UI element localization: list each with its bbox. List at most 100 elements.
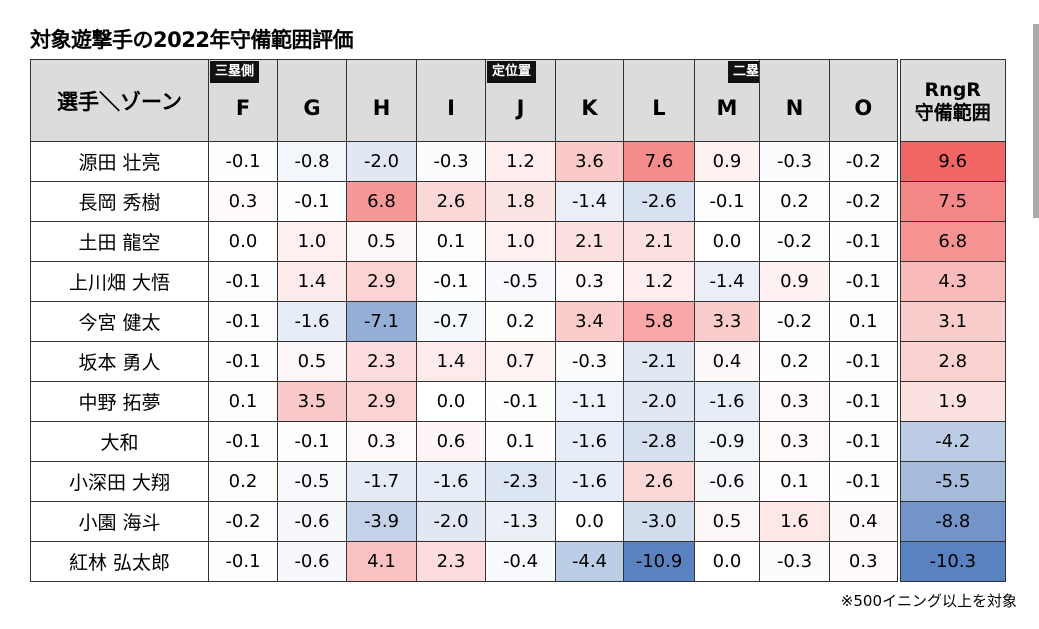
zone-cell-j: 0.7 (485, 341, 556, 382)
zone-cell-k: -1.1 (555, 381, 624, 422)
zone-cell-h: 2.9 (346, 381, 417, 422)
zone-cell-j: -0.4 (485, 541, 556, 582)
table-row: 小園 海斗 -0.2 -0.6 -3.9 -2.0 -1.3 0.0 -3.0 0.5 1.6 0.… (30, 501, 1006, 542)
rngr-cell: -10.3 (896, 541, 1006, 582)
zone-cell-i: 2.6 (416, 181, 486, 222)
zone-cell-m: 0.4 (694, 341, 760, 382)
rngr-cell: -4.2 (896, 421, 1006, 462)
rngr-cell: 6.8 (896, 221, 1006, 262)
zone-cell-g: -0.8 (277, 141, 347, 182)
zone-cell-l: 2.6 (623, 461, 695, 502)
player-name: 今宮 健太 (30, 301, 209, 342)
zone-cell-f: -0.1 (208, 541, 278, 582)
zone-cell-j: -2.3 (485, 461, 556, 502)
zone-cell-k: -1.4 (555, 181, 624, 222)
zone-cell-i: -0.1 (416, 261, 486, 302)
zone-cell-i: -1.6 (416, 461, 486, 502)
zone-cell-o: -0.1 (829, 381, 899, 422)
zone-cell-j: -1.3 (485, 501, 556, 542)
zone-cell-m: -1.6 (694, 381, 760, 422)
zone-cell-k: 0.0 (555, 501, 624, 542)
zone-cell-m: 0.0 (694, 541, 760, 582)
zone-cell-g: -0.6 (277, 501, 347, 542)
table-row: 坂本 勇人 -0.1 0.5 2.3 1.4 0.7 -0.3 -2.1 0.4 0.2 -0.1 2… (30, 341, 1006, 382)
zone-header-n: N (759, 59, 830, 142)
rngr-cell: 4.3 (896, 261, 1006, 302)
zone-cell-o: 0.1 (829, 301, 899, 342)
zone-cell-n: 0.3 (759, 381, 830, 422)
table-row: 上川畑 大悟 -0.1 1.4 2.9 -0.1 -0.5 0.3 1.2 -1.4 0.9 -0.… (30, 261, 1006, 302)
zone-cell-n: 0.1 (759, 461, 830, 502)
zone-cell-l: -2.1 (623, 341, 695, 382)
zone-cell-f: -0.1 (208, 261, 278, 302)
zone-cell-k: 3.4 (555, 301, 624, 342)
rngr-column-header: RngR 守備範囲 (896, 59, 1006, 142)
table-row: 紅林 弘太郎 -0.1 -0.6 4.1 2.3 -0.4 -4.4 -10.9 0.0 -0.3… (30, 541, 1006, 582)
zone-cell-f: -0.2 (208, 501, 278, 542)
rngr-cell: 9.6 (896, 141, 1006, 182)
rngr-cell: 1.9 (896, 381, 1006, 422)
zone-cell-f: -0.1 (208, 421, 278, 462)
zone-cell-k: -4.4 (555, 541, 624, 582)
zone-cell-h: 0.3 (346, 421, 417, 462)
zone-cell-k: -1.6 (555, 421, 624, 462)
zone-cell-h: -7.1 (346, 301, 417, 342)
rngr-cell: 7.5 (896, 181, 1006, 222)
zone-cell-m: -0.9 (694, 421, 760, 462)
zone-cell-l: -3.0 (623, 501, 695, 542)
zone-cell-o: 0.3 (829, 541, 899, 582)
zone-cell-g: 1.4 (277, 261, 347, 302)
right-edge-bar (1033, 24, 1039, 218)
player-name: 坂本 勇人 (30, 341, 209, 382)
rngr-header-line2: 守備範囲 (914, 101, 991, 124)
footnote: ※500イニング以上を対象 (840, 592, 1017, 610)
zone-cell-k: -0.3 (555, 341, 624, 382)
zone-header-g: G (277, 59, 347, 142)
zone-cell-n: -0.3 (759, 141, 830, 182)
table-row: 中野 拓夢 0.1 3.5 2.9 0.0 -0.1 -1.1 -2.0 -1.6 0.3 -0.1… (30, 381, 1006, 422)
zone-cell-k: 2.1 (555, 221, 624, 262)
rngr-cell: -8.8 (896, 501, 1006, 542)
player-name: 中野 拓夢 (30, 381, 209, 422)
zone-cell-j: 1.8 (485, 181, 556, 222)
rngr-header-line1: RngR (924, 78, 981, 101)
player-name: 紅林 弘太郎 (30, 541, 209, 582)
zone-header-i: I (416, 59, 486, 142)
zone-cell-f: 0.2 (208, 461, 278, 502)
zone-cell-l: 7.6 (623, 141, 695, 182)
zone-cell-j: 0.1 (485, 421, 556, 462)
zone-cell-n: 0.3 (759, 421, 830, 462)
zone-cell-o: -0.1 (829, 221, 899, 262)
zone-cell-o: -0.2 (829, 181, 899, 222)
zone-cell-l: 1.2 (623, 261, 695, 302)
zone-cell-k: -1.6 (555, 461, 624, 502)
zone-cell-h: -3.9 (346, 501, 417, 542)
zone-tag-third-base: 三塁側 (210, 61, 260, 83)
zone-cell-l: 2.1 (623, 221, 695, 262)
zone-cell-i: 0.1 (416, 221, 486, 262)
zone-tag-second-base: 二塁 (727, 61, 759, 83)
header-row: 選手＼ゾーン 三塁側 F G H I 定位置 J K L 二塁 M N O Rn… (30, 59, 1006, 142)
zone-cell-o: 0.4 (829, 501, 899, 542)
zone-cell-f: 0.0 (208, 221, 278, 262)
zone-cell-n: -0.2 (759, 221, 830, 262)
zone-cell-m: 0.0 (694, 221, 760, 262)
zone-cell-l: -10.9 (623, 541, 695, 582)
name-column-header: 選手＼ゾーン (30, 59, 209, 142)
zone-cell-l: -2.8 (623, 421, 695, 462)
zone-header-j: 定位置 J (485, 59, 556, 142)
zone-cell-n: 0.2 (759, 181, 830, 222)
zone-cell-i: -0.7 (416, 301, 486, 342)
player-name: 小深田 大翔 (30, 461, 209, 502)
zone-cell-i: -0.3 (416, 141, 486, 182)
rngr-cell: 3.1 (896, 301, 1006, 342)
zone-cell-m: 0.9 (694, 141, 760, 182)
zone-cell-o: -0.1 (829, 461, 899, 502)
zone-cell-g: -1.6 (277, 301, 347, 342)
zone-cell-h: 0.5 (346, 221, 417, 262)
zone-cell-o: -0.2 (829, 141, 899, 182)
zone-cell-i: 0.0 (416, 381, 486, 422)
zone-cell-h: 2.9 (346, 261, 417, 302)
zone-cell-g: 1.0 (277, 221, 347, 262)
zone-header-h: H (346, 59, 417, 142)
